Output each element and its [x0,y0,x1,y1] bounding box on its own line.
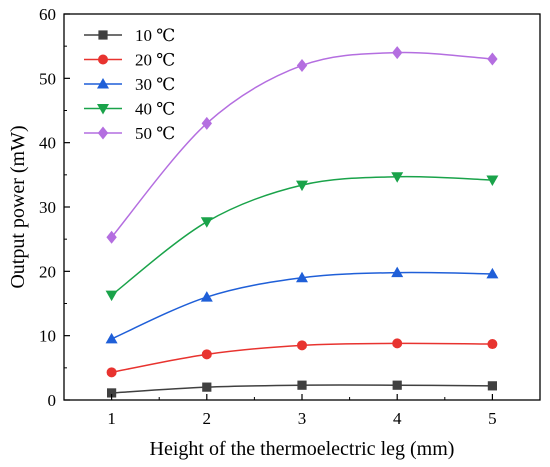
y-tick-label: 20 [39,262,56,281]
series-3 [105,266,499,344]
data-point [486,267,499,279]
data-point [487,339,498,350]
data-point [105,290,118,302]
data-point [106,367,117,378]
plot-area [105,46,499,398]
data-point [296,58,308,72]
data-point [107,388,117,398]
data-point [297,380,307,390]
series-line [111,51,493,238]
y-tick-label: 60 [39,5,56,24]
data-point [106,230,117,244]
legend-item: 10 ℃ [84,26,175,45]
y-tick-label: 0 [48,391,57,410]
x-tick-label: 5 [488,409,497,428]
legend-item: 40 ℃ [84,100,175,119]
data-point [297,340,307,351]
legend-label: 40 ℃ [135,100,175,119]
x-axis-title: Height of the thermoelectric leg (mm) [150,438,455,460]
data-point [486,175,499,186]
y-tick-label: 30 [39,198,56,217]
data-point [487,52,498,66]
legend-label: 30 ℃ [135,75,175,94]
data-point [201,116,212,130]
legend-item: 30 ℃ [84,75,175,94]
legend-marker [97,78,109,89]
series-4 [105,172,499,302]
data-point [296,180,308,192]
data-point [487,381,497,391]
data-point [200,217,213,228]
legend-marker [98,54,108,65]
legend-label: 50 ℃ [135,124,175,143]
data-point [392,380,402,390]
data-point [392,46,403,60]
legend: 10 ℃ 20 ℃ 30 ℃ 40 ℃ 50 ℃ [84,26,175,143]
legend-label: 10 ℃ [135,26,175,45]
series-5 [106,46,498,244]
data-point [296,271,308,283]
x-tick-label: 3 [298,409,307,428]
x-tick-label: 2 [203,409,212,428]
data-point [200,291,213,302]
y-tick-label: 50 [39,69,56,88]
data-point [201,349,212,360]
legend-item: 50 ℃ [84,124,175,143]
y-axis-title: Output power (mW) [7,125,29,288]
x-tick-label: 4 [393,409,402,428]
data-point [391,172,404,183]
y-tick-label: 10 [39,327,56,346]
legend-marker [97,104,109,115]
legend-marker [98,30,108,40]
data-point [202,382,212,392]
legend-marker [97,126,109,140]
series-2 [106,338,498,378]
x-tick-label: 1 [107,409,116,428]
series-line [111,271,493,340]
series-1 [107,380,497,398]
y-tick-label: 40 [39,134,56,153]
data-point [392,338,403,349]
data-point [105,332,118,344]
legend-label: 20 ℃ [135,51,175,70]
legend-item: 20 ℃ [84,51,175,70]
data-point [391,266,404,278]
